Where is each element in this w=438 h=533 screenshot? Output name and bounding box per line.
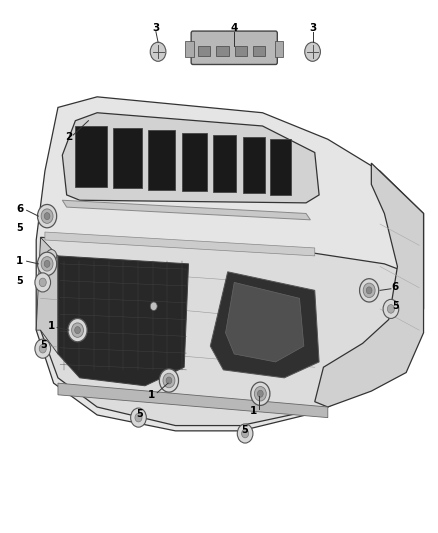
Circle shape — [150, 302, 157, 311]
Bar — [216, 46, 229, 56]
Circle shape — [383, 300, 399, 318]
Circle shape — [135, 413, 142, 422]
Polygon shape — [45, 232, 315, 256]
Polygon shape — [58, 383, 328, 418]
Polygon shape — [74, 126, 107, 187]
Polygon shape — [210, 272, 319, 378]
Circle shape — [41, 256, 53, 271]
FancyBboxPatch shape — [191, 31, 277, 64]
Text: 6: 6 — [392, 281, 399, 292]
Text: 1: 1 — [16, 256, 23, 266]
Circle shape — [35, 339, 50, 358]
Polygon shape — [58, 256, 188, 386]
Polygon shape — [182, 133, 207, 191]
Circle shape — [251, 382, 270, 406]
Circle shape — [35, 273, 50, 292]
Polygon shape — [213, 135, 237, 192]
Circle shape — [46, 249, 57, 262]
Circle shape — [237, 424, 253, 443]
Polygon shape — [270, 139, 291, 195]
Circle shape — [166, 377, 172, 384]
Text: 3: 3 — [309, 23, 316, 33]
Circle shape — [39, 278, 46, 287]
Polygon shape — [243, 137, 265, 193]
Text: 4: 4 — [230, 23, 238, 33]
Text: 5: 5 — [16, 223, 23, 233]
Text: 3: 3 — [152, 23, 159, 33]
Text: 5: 5 — [392, 301, 399, 311]
Text: 2: 2 — [65, 132, 72, 142]
Text: 5: 5 — [16, 276, 23, 286]
Text: 1: 1 — [48, 321, 55, 331]
Text: 1: 1 — [148, 390, 155, 400]
Circle shape — [41, 209, 53, 223]
Text: 1: 1 — [249, 406, 257, 416]
Circle shape — [38, 205, 57, 228]
Polygon shape — [41, 237, 419, 425]
Circle shape — [159, 369, 179, 392]
Bar — [235, 46, 247, 56]
Circle shape — [72, 323, 84, 337]
Polygon shape — [62, 200, 311, 220]
Polygon shape — [36, 97, 424, 431]
Polygon shape — [113, 127, 142, 188]
Circle shape — [363, 283, 375, 297]
Polygon shape — [36, 237, 58, 354]
Text: 5: 5 — [136, 409, 143, 419]
Bar — [275, 41, 283, 57]
Circle shape — [360, 279, 379, 302]
Polygon shape — [148, 130, 176, 190]
Text: 5: 5 — [241, 425, 247, 435]
Text: 6: 6 — [16, 204, 23, 214]
Text: 5: 5 — [41, 340, 47, 350]
Circle shape — [387, 305, 395, 313]
Polygon shape — [315, 163, 424, 407]
Circle shape — [131, 408, 146, 427]
Circle shape — [39, 344, 46, 353]
Circle shape — [44, 260, 50, 268]
Circle shape — [366, 287, 372, 294]
Polygon shape — [62, 113, 319, 203]
Circle shape — [254, 386, 266, 401]
Circle shape — [75, 327, 81, 334]
Circle shape — [258, 390, 263, 397]
Circle shape — [242, 429, 249, 438]
Circle shape — [163, 373, 175, 387]
Circle shape — [68, 318, 87, 342]
Circle shape — [305, 42, 321, 61]
Bar — [185, 41, 194, 57]
Bar — [253, 46, 265, 56]
Polygon shape — [226, 282, 304, 362]
Bar — [198, 46, 210, 56]
Circle shape — [44, 213, 50, 220]
Circle shape — [38, 252, 57, 276]
Circle shape — [150, 42, 166, 61]
